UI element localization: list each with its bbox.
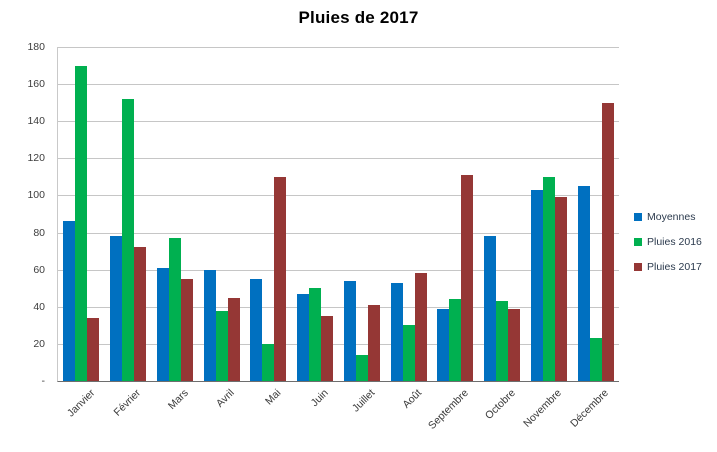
bar-pluies-2016-juillet	[355, 355, 368, 381]
bar-pluies-2017-juillet	[367, 304, 380, 381]
bar-pluies-2017-janvier	[87, 317, 100, 381]
chart-title: Pluies de 2017	[298, 8, 419, 27]
bar-pluies-2016-août	[402, 325, 415, 381]
bar-group-novembre	[526, 47, 573, 381]
bar-group-septembre	[432, 47, 479, 381]
bar-moyennes-mars	[156, 267, 169, 381]
bar-moyennes-mai	[250, 278, 263, 381]
bar-moyennes-octobre	[484, 236, 497, 381]
bar-moyennes-juillet	[343, 280, 356, 381]
bar-pluies-2017-octobre	[508, 308, 521, 381]
bar-pluies-2016-novembre	[542, 176, 555, 381]
bar-group-février	[105, 47, 152, 381]
legend-item-moyennes: Moyennes	[634, 211, 702, 223]
bar-moyennes-novembre	[530, 189, 543, 381]
bar-pluies-2016-décembre	[589, 338, 602, 381]
bar-group-décembre	[572, 47, 619, 381]
x-axis-label-mars: Mars	[165, 387, 191, 412]
bar-pluies-2017-février	[134, 247, 147, 381]
bar-pluies-2017-mai	[274, 176, 287, 381]
bar-pluies-2016-février	[122, 98, 135, 381]
bar-pluies-2017-novembre	[554, 197, 567, 381]
bar-pluies-2017-mars	[180, 278, 193, 381]
bar-pluies-2016-septembre	[449, 299, 462, 381]
bar-moyennes-août	[390, 282, 403, 381]
gridline-140	[58, 121, 619, 123]
y-axis-tick-label: 120	[27, 152, 45, 165]
y-axis-tick-label: 40	[33, 300, 45, 313]
bar-group-mars	[152, 47, 199, 381]
legend-label-pluies-2017: Pluies 2017	[647, 261, 702, 273]
y-axis-tick-label: 20	[33, 337, 45, 350]
bar-pluies-2016-janvier	[75, 65, 88, 381]
x-axis-label-janvier: Janvier	[64, 387, 97, 420]
bar-pluies-2016-mars	[168, 238, 181, 381]
x-axis-label-septembre: Septembre	[426, 387, 471, 432]
legend-swatch-pluies-2017	[634, 263, 642, 271]
bar-group-août	[385, 47, 432, 381]
bar-group-janvier	[58, 47, 105, 381]
legend-item-pluies-2017: Pluies 2017	[634, 261, 702, 273]
x-axis-labels: Janvier Février Mars Avril Mai Juin Juillet Aoû…	[57, 383, 618, 443]
bar-pluies-2017-août	[414, 273, 427, 381]
bar-moyennes-septembre	[437, 308, 450, 381]
bar-pluies-2016-juin	[309, 288, 322, 381]
gridline-60	[58, 269, 619, 271]
x-axis-label-octobre: Octobre	[482, 387, 518, 422]
bar-group-juillet	[339, 47, 386, 381]
y-axis-tick-label: 60	[33, 263, 45, 276]
bar-pluies-2016-mai	[262, 343, 275, 381]
bar-moyennes-juin	[297, 293, 310, 381]
gridline-160	[58, 84, 619, 86]
bar-moyennes-décembre	[577, 186, 590, 381]
bar-group-juin	[292, 47, 339, 381]
bar-group-octobre	[479, 47, 526, 381]
y-axis-tick-label: 80	[33, 226, 45, 239]
legend-swatch-moyennes	[634, 213, 642, 221]
x-axis-label-juillet: Juillet	[349, 387, 378, 415]
y-axis-tick-label: -	[41, 375, 46, 387]
gridline-100	[58, 195, 619, 197]
bar-group-avril	[198, 47, 245, 381]
bar-moyennes-avril	[203, 269, 216, 381]
gridline-80	[58, 232, 619, 234]
bar-pluies-2016-avril	[215, 310, 228, 381]
bar-moyennes-février	[110, 236, 123, 381]
x-axis-label-mai: Mai	[263, 387, 284, 408]
x-axis-label-août: Août	[400, 387, 425, 411]
plot-area	[57, 47, 619, 382]
bar-pluies-2016-octobre	[496, 301, 509, 381]
bar-pluies-2017-septembre	[461, 175, 474, 381]
legend-swatch-pluies-2016	[634, 238, 642, 246]
bar-pluies-2017-juin	[321, 316, 334, 381]
x-axis-label-avril: Avril	[214, 387, 238, 410]
x-axis-label-février: Février	[112, 387, 144, 419]
y-axis-tick-label: 140	[27, 115, 45, 128]
y-axis-tick-label: 100	[27, 189, 45, 202]
gridline-40	[58, 306, 619, 308]
legend-label-moyennes: Moyennes	[647, 211, 696, 223]
bar-moyennes-janvier	[63, 221, 76, 381]
y-axis-tick-label: 180	[27, 41, 45, 53]
y-axis-tick-label: 160	[27, 78, 45, 91]
x-axis-label-décembre: Décembre	[568, 387, 612, 430]
gridline-120	[58, 158, 619, 160]
legend: Moyennes Pluies 2016 Pluies 2017	[634, 211, 702, 273]
x-axis-label-juin: Juin	[308, 387, 331, 410]
bar-group-mai	[245, 47, 292, 381]
legend-item-pluies-2016: Pluies 2016	[634, 236, 702, 248]
gridline-20	[58, 343, 619, 345]
legend-label-pluies-2016: Pluies 2016	[647, 236, 702, 248]
bar-pluies-2017-avril	[227, 297, 240, 381]
bar-pluies-2017-décembre	[601, 102, 614, 381]
x-axis-label-novembre: Novembre	[521, 387, 565, 430]
gridline-180	[58, 47, 619, 48]
